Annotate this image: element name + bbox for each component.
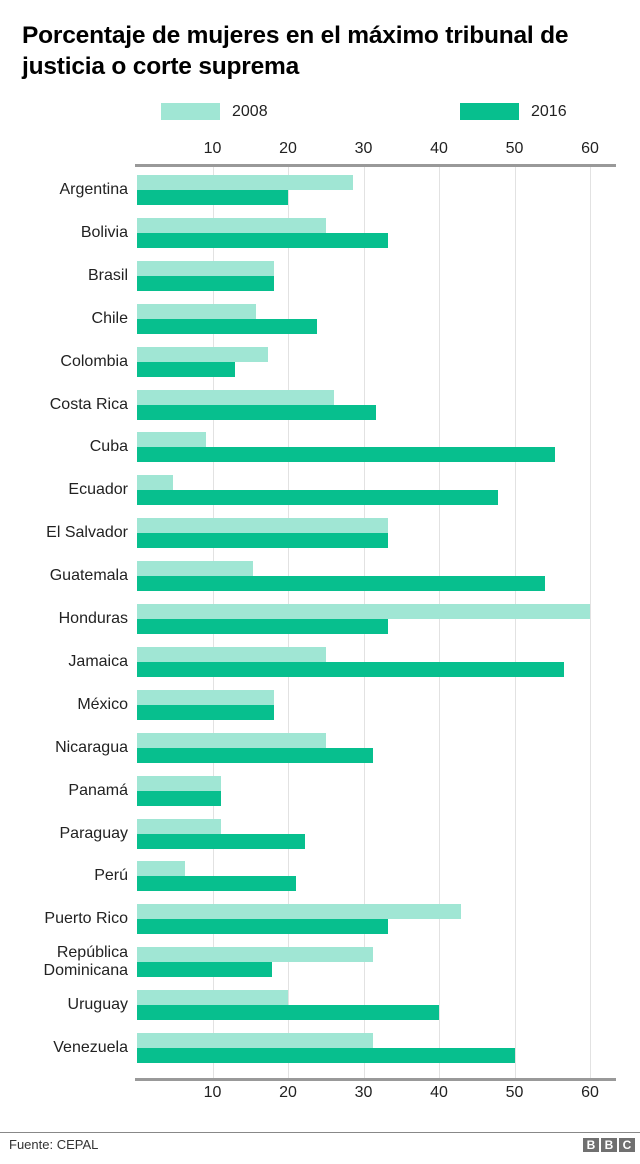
bar-2016: [137, 1005, 439, 1021]
category-label: Nicaragua: [55, 738, 128, 756]
bar-2016: [137, 361, 236, 377]
category-label: El Salvador: [46, 524, 128, 542]
bar-2008: [137, 646, 326, 662]
bbc-logo-letter: B: [583, 1138, 599, 1152]
bar-2016: [137, 232, 389, 248]
category-label: Argentina: [59, 181, 129, 198]
bar-2016: [137, 190, 288, 205]
bar-2008: [137, 217, 326, 233]
bar-2016: [137, 962, 273, 978]
category-label: Jamaica: [68, 652, 128, 670]
bar-2016: [137, 490, 498, 506]
category-label: Bolivia: [80, 223, 128, 241]
category-label: Cuba: [89, 438, 128, 456]
gridline: [514, 164, 516, 1078]
bar-2008: [137, 604, 590, 619]
bar-2008: [137, 432, 206, 448]
bar-2008: [137, 775, 221, 791]
source-note: Fuente: CEPAL: [9, 1137, 99, 1152]
legend-label-2008: 2008: [232, 103, 268, 120]
category-label: Honduras: [58, 610, 128, 627]
bar-2008: [137, 904, 461, 920]
category-label: Costa Rica: [49, 395, 128, 413]
bar-2016: [137, 876, 297, 892]
bar-2008: [137, 518, 389, 534]
bar-2008: [137, 561, 254, 577]
bar-2008: [137, 732, 326, 748]
tick-label-top: 40: [430, 140, 448, 157]
tick-label-top: 10: [203, 140, 222, 157]
tick-label-bottom: 20: [279, 1084, 297, 1101]
bar-2008: [137, 260, 275, 276]
tick-label-bottom: 60: [581, 1084, 599, 1101]
legend-swatch-2008: [161, 103, 220, 120]
bar-2016: [137, 661, 564, 677]
bar-2016: [137, 790, 221, 806]
bar-2008: [137, 861, 185, 877]
chart-title: Porcentaje de mujeres en el máximo tribu…: [22, 22, 569, 80]
gridline: [590, 164, 591, 1078]
bar-2016: [137, 275, 275, 291]
category-label: Venezuela: [53, 1039, 128, 1056]
bbc-logo: B B C: [583, 1138, 635, 1152]
x-axis-bottom: [135, 1078, 616, 1081]
bar-2008: [137, 990, 288, 1006]
legend-label-2016: 2016: [531, 103, 567, 120]
legend-swatch-2016: [460, 103, 519, 120]
category-label: México: [77, 695, 128, 713]
tick-label-top: 50: [505, 140, 524, 157]
category-label: Chile: [91, 309, 128, 327]
tick-label-bottom: 40: [430, 1084, 448, 1101]
bbc-logo-letter: C: [619, 1138, 635, 1152]
bar-2016: [137, 318, 317, 334]
tick-label-top: 30: [354, 140, 373, 157]
category-label: Perú: [94, 867, 128, 885]
bbc-logo-letter: B: [601, 1138, 617, 1152]
bar-2016: [137, 919, 389, 935]
bar-2008: [137, 689, 275, 705]
tick-label-bottom: 30: [354, 1084, 373, 1101]
bar-2008: [137, 947, 374, 963]
bar-2016: [137, 1048, 515, 1063]
bar-2008: [137, 1033, 374, 1048]
category-label: República Dominicana: [43, 944, 128, 980]
bar-2008: [137, 475, 174, 491]
category-label: Ecuador: [68, 481, 128, 499]
category-label: Guatemala: [49, 567, 128, 585]
bar-2016: [137, 447, 556, 463]
bar-2008: [137, 389, 335, 405]
category-label: Puerto Rico: [44, 910, 128, 928]
bar-2016: [137, 576, 546, 592]
bar-2008: [137, 175, 353, 190]
category-label: Colombia: [60, 352, 128, 370]
bar-2016: [137, 833, 305, 849]
tick-label-bottom: 50: [505, 1084, 524, 1101]
bar-2016: [137, 404, 376, 420]
bar-2016: [137, 533, 389, 549]
tick-label-bottom: 10: [203, 1084, 222, 1101]
category-label: Paraguay: [59, 824, 129, 842]
bar-2016: [137, 704, 275, 720]
bar-2008: [137, 818, 221, 834]
tick-label-top: 20: [279, 140, 297, 157]
gridline: [439, 164, 440, 1078]
bar-2016: [137, 619, 389, 634]
bar-2008: [137, 303, 257, 319]
category-label: Panamá: [68, 781, 128, 799]
category-label: Brasil: [87, 266, 128, 284]
category-label: Uruguay: [67, 996, 128, 1014]
bar-2016: [137, 747, 374, 763]
bar-2008: [137, 346, 269, 362]
x-axis-top: [135, 164, 616, 167]
tick-label-top: 60: [581, 140, 599, 157]
footer-divider: [0, 1132, 640, 1133]
